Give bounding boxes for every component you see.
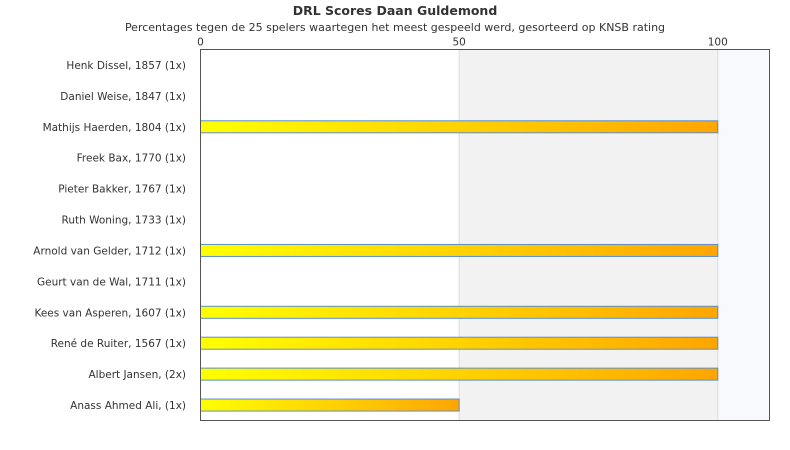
bar <box>200 336 719 350</box>
bar <box>200 120 719 134</box>
chart-subtitle: Percentages tegen de 25 spelers waartege… <box>124 21 666 34</box>
bar <box>200 243 719 257</box>
category-label: Mathijs Haerden, 1804 (1x) <box>43 122 186 134</box>
category-labels: Henk Dissel, 1857 (1x) Daniel Weise, 1847… <box>33 60 186 412</box>
plot-band <box>459 49 718 421</box>
plot-background-bands <box>200 49 770 421</box>
category-label: Pieter Bakker, 1767 (1x) <box>58 184 186 196</box>
category-label: Geurt van de Wal, 1711 (1x) <box>37 276 186 288</box>
bar <box>200 305 719 319</box>
category-label: Ruth Woning, 1733 (1x) <box>62 215 187 227</box>
plot-band <box>717 49 770 421</box>
category-label: Arnold van Gelder, 1712 (1x) <box>33 245 186 257</box>
chart-title: DRL Scores Daan Guldemond <box>292 3 498 18</box>
gridlines <box>458 49 719 421</box>
category-label: Anass Ahmed Ali, (1x) <box>70 400 186 412</box>
category-label: René de Ruiter, 1567 (1x) <box>51 338 186 350</box>
x-tick-label: 0 <box>197 37 204 49</box>
category-label: Freek Bax, 1770 (1x) <box>77 153 186 165</box>
x-axis-ticks: 0 50 100 <box>197 37 728 49</box>
x-tick-label: 100 <box>708 37 728 49</box>
plot-border <box>200 49 770 421</box>
category-label: Daniel Weise, 1847 (1x) <box>60 91 186 103</box>
category-label: Henk Dissel, 1857 (1x) <box>66 60 186 72</box>
bar <box>200 398 460 412</box>
category-label: Albert Jansen, (2x) <box>88 369 186 381</box>
bar <box>200 367 719 381</box>
plot-band <box>200 49 460 421</box>
category-label: Kees van Asperen, 1607 (1x) <box>34 307 186 319</box>
bars <box>200 120 719 412</box>
x-tick-label: 50 <box>452 37 465 49</box>
